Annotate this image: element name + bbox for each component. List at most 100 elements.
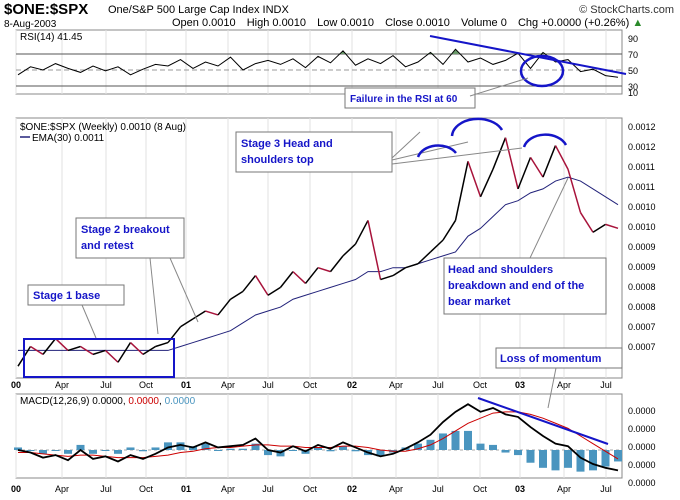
macd-histogram-bar xyxy=(101,450,110,451)
stage2-pointer-retest xyxy=(149,257,159,335)
price-line-up-segment xyxy=(354,220,369,245)
macd-x-tick-label: Jul xyxy=(600,484,612,494)
breakdown-label-text: bear market xyxy=(448,296,511,308)
stage2-pointer-breakout xyxy=(169,257,199,323)
price-x-tick-label: Jul xyxy=(432,380,444,390)
rsi-y-tick-label: 70 xyxy=(628,50,638,60)
macd-y-tick-label: 0.0000 xyxy=(628,406,656,416)
volume-value: 0 xyxy=(500,17,507,29)
macd-histogram-bar xyxy=(314,447,322,450)
price-y-tick-label: 0.0012 xyxy=(628,142,656,152)
price-line-up-segment xyxy=(192,310,206,320)
macd-histogram-bar xyxy=(351,450,360,452)
macd-legend-part: , xyxy=(159,396,165,407)
price-line-up-segment xyxy=(517,157,532,190)
breakdown-pointer xyxy=(529,177,569,259)
rsi-annotation-box xyxy=(344,87,476,109)
price-line-up-segment xyxy=(442,220,457,241)
price-line-down-segment xyxy=(54,338,69,351)
macd-x-tick-label: Apr xyxy=(557,484,571,494)
macd-x-tick-label: 01 xyxy=(181,484,191,494)
price-y-tick-label: 0.0007 xyxy=(628,342,656,352)
momentum-label-box xyxy=(495,347,623,369)
macd-histogram-bar xyxy=(176,442,185,450)
price-y-tick-label: 0.0011 xyxy=(628,182,655,192)
macd-histogram-bar xyxy=(601,450,610,467)
macd-legend-part: 0.0000 xyxy=(92,396,123,407)
rsi-y-tick-label: 50 xyxy=(628,66,638,76)
stage2-label-text: Stage 2 breakout xyxy=(81,224,170,236)
macd-histogram-bar xyxy=(39,450,47,454)
macd-histogram-bar xyxy=(564,450,572,468)
stage2-label-text: and retest xyxy=(81,240,134,252)
rsi-annotation-text: Failure in the RSI at 60 xyxy=(350,94,458,105)
price-x-tick-label: Apr xyxy=(55,380,69,390)
stage1-base-box xyxy=(23,338,175,378)
momentum-label-text: Loss of momentum xyxy=(500,353,602,365)
rsi-trendline xyxy=(429,35,627,75)
macd-histogram-bar xyxy=(539,450,547,468)
macd-histogram-bar xyxy=(126,447,135,450)
close-label: Close xyxy=(385,17,414,29)
price-line-down-segment xyxy=(317,266,331,273)
macd-histogram-bar xyxy=(501,450,510,453)
price-line-down-segment xyxy=(104,349,119,363)
brand-credit: © StockCharts.com xyxy=(579,4,674,16)
price-line-down-segment xyxy=(129,342,144,355)
macd-x-tick-label: Oct xyxy=(473,484,488,494)
chg-label: Chg xyxy=(517,17,539,29)
price-line-down-segment xyxy=(205,310,219,316)
macd-legend-part: , xyxy=(123,396,129,407)
macd-x-tick-label: Jul xyxy=(432,484,444,494)
price-y-tick-label: 0.0007 xyxy=(628,322,656,332)
price-y-tick-label: 0.0009 xyxy=(628,262,656,272)
price-line-down-segment xyxy=(254,275,269,296)
price-y-tick-label: 0.0009 xyxy=(628,242,656,252)
price-x-tick-label: Apr xyxy=(389,380,403,390)
macd-histogram-bar xyxy=(489,444,497,450)
momentum-pointer xyxy=(547,367,557,409)
macd-trendline xyxy=(477,397,609,445)
macd-histogram-bar xyxy=(214,450,222,451)
macd-histogram-bar xyxy=(614,450,622,462)
price-line-up-segment xyxy=(304,267,319,284)
macd-histogram-bar xyxy=(451,430,460,450)
macd-histogram-bar xyxy=(89,450,97,454)
macd-histogram-bar xyxy=(464,430,472,450)
macd-histogram-bar xyxy=(139,450,147,452)
macd-histogram-bar xyxy=(589,450,597,471)
price-line-down-segment xyxy=(567,169,582,213)
open-value: 0.0010 xyxy=(201,17,236,29)
chart-subtitle: One/S&P 500 Large Cap Index INDX xyxy=(108,4,289,16)
macd-x-tick-label: Jul xyxy=(262,484,274,494)
chg-value: +0.0000 (+0.26%) xyxy=(541,17,630,29)
open-label: Open xyxy=(172,17,199,29)
price-y-tick-label: 0.0012 xyxy=(628,122,656,132)
price-line-up-segment xyxy=(180,318,194,328)
macd-x-tick-label: 03 xyxy=(515,484,525,494)
price-line-up-segment xyxy=(42,338,57,355)
stage1-label-box xyxy=(27,284,125,306)
macd-x-tick-label: Oct xyxy=(303,484,318,494)
macd-histogram-bar xyxy=(51,450,60,451)
stage3-label-text: Stage 3 Head and xyxy=(241,138,333,150)
price-line-up-segment xyxy=(92,349,106,356)
macd-histogram-bar xyxy=(76,444,85,450)
macd-legend: MACD(12,26,9) 0.0000, 0.0000, 0.0000 xyxy=(20,396,196,407)
macd-x-tick-label: Apr xyxy=(389,484,403,494)
price-line-down-segment xyxy=(504,137,519,190)
price-line-up-segment xyxy=(592,223,606,233)
stage1-pointer xyxy=(81,304,97,339)
macd-histogram-bar xyxy=(114,450,122,454)
price-legend-ema: EMA(30) 0.0011 xyxy=(32,133,105,144)
macd-legend-part: 0.0000 xyxy=(128,396,159,407)
rsi-y-tick-label: 30 xyxy=(628,82,638,92)
macd-histogram-bar xyxy=(526,450,535,463)
price-x-tick-label: 03 xyxy=(515,380,525,390)
price-line-up-segment xyxy=(217,298,232,316)
rsi-failure-circle xyxy=(519,54,565,88)
low-value: 0.0010 xyxy=(340,17,375,29)
macd-histogram-bar xyxy=(226,448,235,450)
exchange-label: INDX xyxy=(262,4,289,16)
macd-histogram-bar xyxy=(326,450,335,452)
